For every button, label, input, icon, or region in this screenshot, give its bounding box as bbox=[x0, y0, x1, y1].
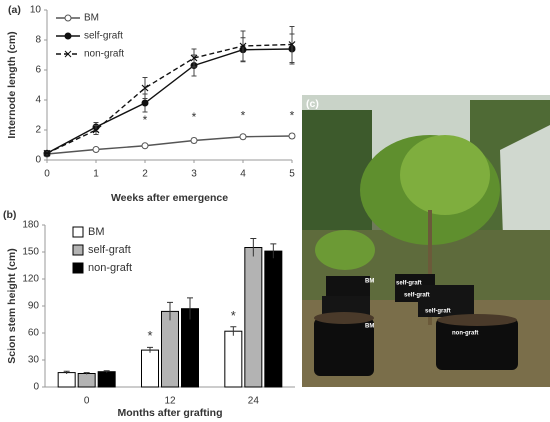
y-tick-label: 2 bbox=[35, 125, 41, 136]
error-bar bbox=[147, 346, 153, 353]
annotation: * bbox=[147, 328, 152, 343]
photo-tag: BM bbox=[365, 279, 374, 285]
photo-tag: non-graft bbox=[452, 331, 478, 337]
y-tick-label: 0 bbox=[35, 155, 41, 166]
bar bbox=[141, 349, 159, 388]
point bbox=[92, 146, 100, 153]
panel-label: (a) bbox=[8, 4, 21, 16]
line bbox=[46, 135, 293, 155]
point bbox=[239, 133, 247, 141]
y-tick-label: 120 bbox=[22, 274, 39, 285]
legend-swatch bbox=[72, 262, 84, 274]
y-tick-label: 30 bbox=[28, 355, 40, 366]
y-tick-label: 0 bbox=[33, 382, 39, 393]
point bbox=[92, 126, 100, 134]
error-bar bbox=[63, 370, 70, 374]
x-tick-label: 3 bbox=[191, 169, 197, 180]
x-tick-label: 2 bbox=[142, 169, 148, 180]
x-tick-label: 5 bbox=[289, 169, 295, 180]
photo-tag: self-graft bbox=[396, 281, 422, 287]
y-tick-label: 6 bbox=[35, 65, 41, 76]
bar bbox=[181, 308, 199, 388]
photo-tag: self-graft bbox=[404, 293, 430, 299]
point bbox=[190, 137, 198, 144]
annotation: * bbox=[192, 110, 197, 124]
photo bbox=[302, 95, 550, 387]
photo-label: (c) bbox=[306, 98, 319, 110]
error-bar bbox=[270, 243, 277, 259]
annotation: * bbox=[231, 308, 236, 323]
point bbox=[141, 84, 149, 92]
legend-marker bbox=[64, 32, 72, 40]
y-axis-title: Internode length (cm) bbox=[6, 31, 18, 138]
x-tick-label: 0 bbox=[84, 396, 90, 407]
annotation: * bbox=[241, 109, 246, 123]
legend-marker bbox=[64, 14, 72, 22]
legend-swatch bbox=[72, 226, 84, 238]
y-tick-label: 180 bbox=[22, 220, 39, 231]
y-tick-label: 90 bbox=[28, 301, 40, 312]
point bbox=[288, 132, 296, 140]
bar bbox=[57, 372, 76, 388]
line bbox=[46, 43, 293, 154]
point bbox=[190, 54, 198, 62]
legend-marker bbox=[64, 50, 72, 58]
panel-label: (b) bbox=[3, 209, 16, 221]
annotation: * bbox=[143, 113, 148, 127]
y-tick-label: 150 bbox=[22, 247, 39, 258]
legend-label: self-graft bbox=[88, 244, 131, 256]
bar bbox=[161, 310, 179, 388]
line bbox=[46, 48, 293, 154]
photo-tag: self-graft bbox=[425, 309, 451, 315]
legend-label: non-graft bbox=[88, 262, 132, 274]
point bbox=[239, 42, 247, 50]
bar bbox=[77, 373, 96, 388]
x-tick-label: 1 bbox=[93, 169, 99, 180]
error-bar bbox=[230, 326, 237, 336]
x-axis-title: Months after grafting bbox=[118, 407, 223, 419]
bar bbox=[264, 250, 283, 388]
error-bar bbox=[83, 372, 90, 375]
y-tick-label: 10 bbox=[30, 5, 42, 16]
point bbox=[141, 142, 149, 150]
y-tick-label: 60 bbox=[28, 328, 40, 339]
legend-label: BM bbox=[84, 13, 99, 24]
error-bar bbox=[103, 370, 110, 373]
x-tick-label: 4 bbox=[240, 169, 246, 180]
point bbox=[288, 41, 296, 48]
y-tick-label: 4 bbox=[35, 95, 41, 106]
x-tick-label: 12 bbox=[164, 396, 176, 407]
error-bar bbox=[167, 301, 173, 321]
annotation: * bbox=[290, 109, 295, 123]
point bbox=[141, 99, 149, 107]
bar bbox=[97, 371, 116, 388]
legend-label: self-graft bbox=[84, 31, 123, 42]
legend-label: non-graft bbox=[84, 49, 124, 60]
error-bar bbox=[250, 238, 257, 257]
x-axis-title: Weeks after emergence bbox=[111, 192, 228, 204]
bar bbox=[244, 247, 263, 388]
y-tick-label: 8 bbox=[35, 35, 41, 46]
photo-tag: BM bbox=[365, 324, 374, 330]
legend-label: BM bbox=[88, 226, 105, 238]
error-bar bbox=[187, 297, 193, 320]
legend-swatch bbox=[72, 244, 84, 256]
bar bbox=[224, 330, 243, 388]
y-axis-title: Scion stem height (cm) bbox=[6, 248, 18, 364]
x-tick-label: 24 bbox=[248, 396, 260, 407]
x-tick-label: 0 bbox=[44, 169, 50, 180]
point bbox=[43, 149, 51, 157]
